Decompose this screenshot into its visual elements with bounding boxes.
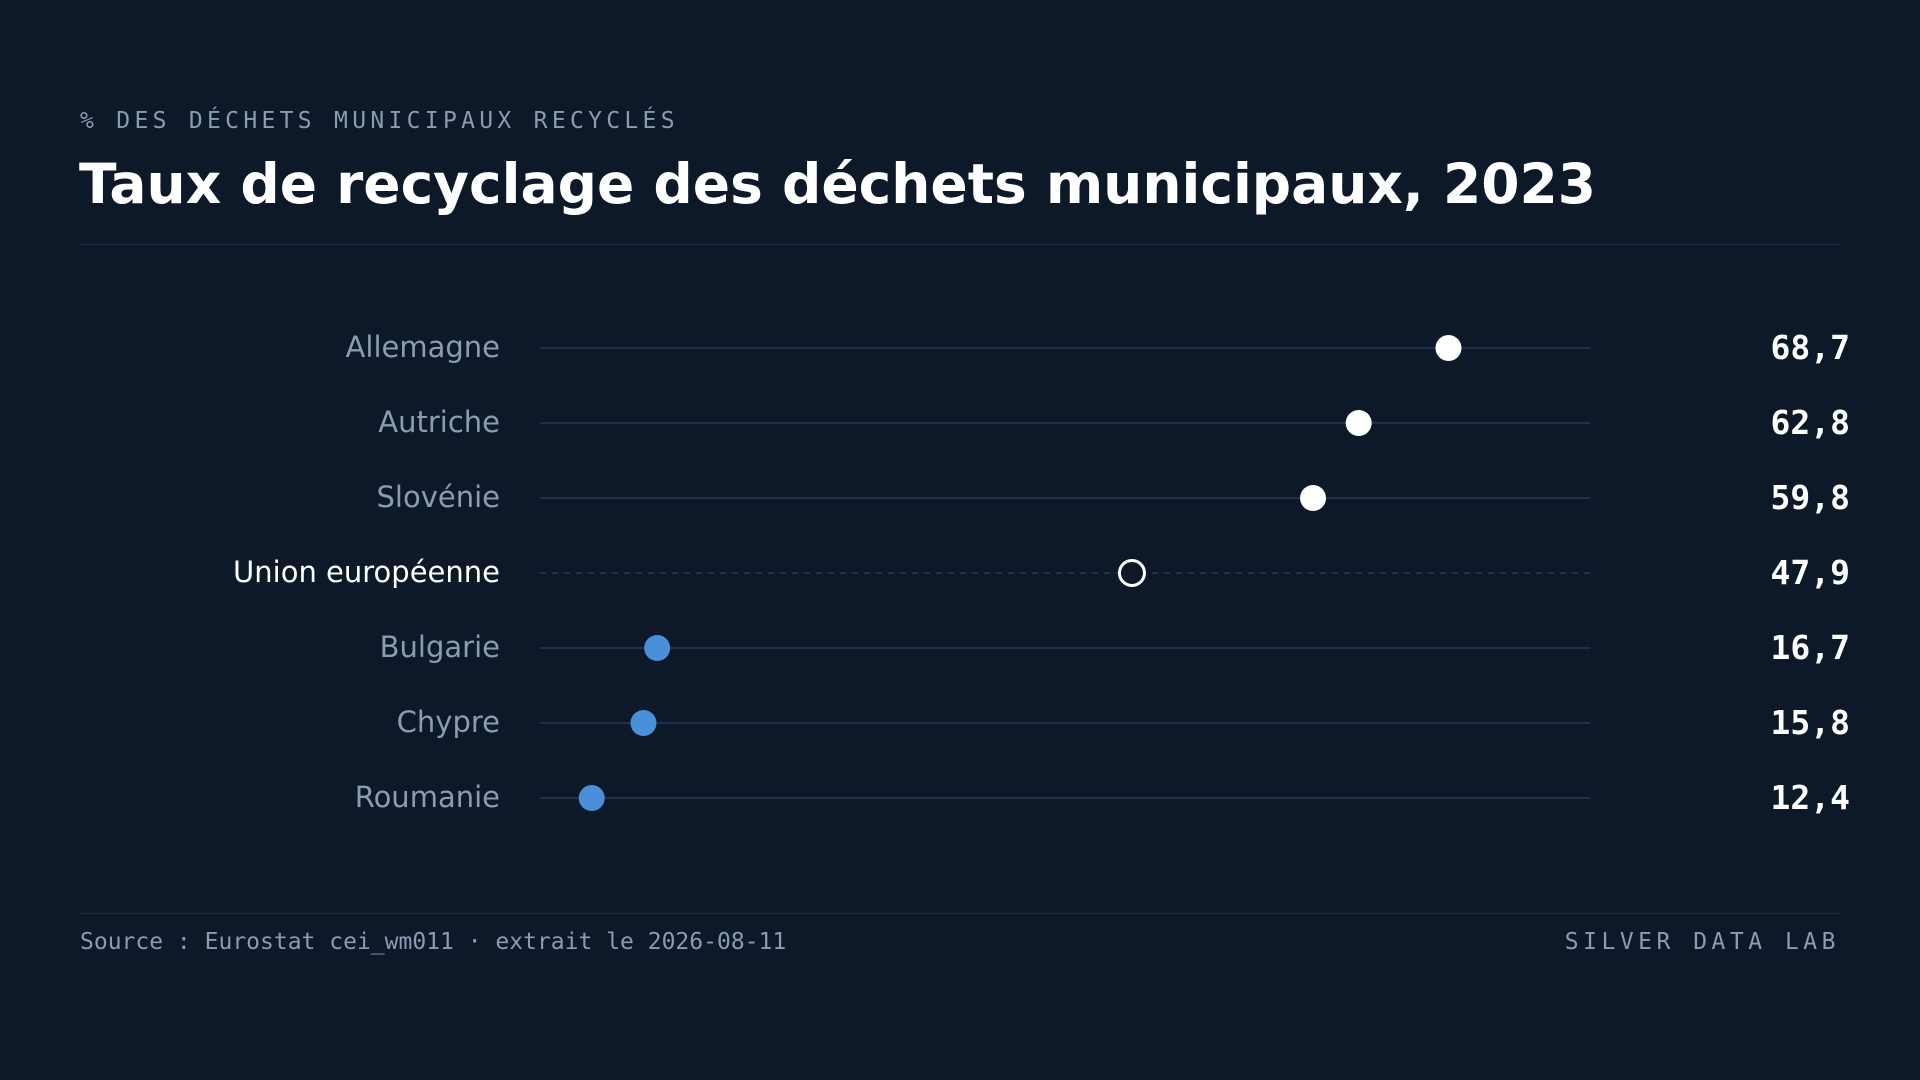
data-point <box>1300 485 1327 511</box>
chart-title: Taux de recyclage des déchets municipaux… <box>79 152 1597 216</box>
footer-divider <box>80 913 1840 914</box>
value-label: 15,8 <box>1771 703 1850 742</box>
reference-point <box>1117 559 1146 587</box>
category-label: Union européenne <box>233 555 500 589</box>
category-label: Chypre <box>397 705 500 739</box>
chart-subtitle: % DES DÉCHETS MUNICIPAUX RECYCLÉS <box>80 108 679 134</box>
data-point <box>644 635 671 661</box>
value-label: 59,8 <box>1771 478 1850 517</box>
category-label: Allemagne <box>346 330 500 364</box>
brand-label: SILVER DATA LAB <box>1564 929 1840 955</box>
value-label: 12,4 <box>1771 778 1850 817</box>
category-label: Roumanie <box>355 780 500 814</box>
category-label: Autriche <box>378 405 500 439</box>
category-label: Slovénie <box>377 480 501 514</box>
data-point <box>1345 410 1372 436</box>
data-point <box>1435 335 1462 361</box>
value-label: 68,7 <box>1771 328 1850 367</box>
source-note: Source : Eurostat cei_wm011 · extrait le… <box>80 929 787 955</box>
value-label: 16,7 <box>1771 628 1850 667</box>
value-label: 47,9 <box>1771 553 1850 592</box>
data-point <box>578 785 605 811</box>
header-divider <box>80 244 1840 245</box>
category-label: Bulgarie <box>380 630 500 664</box>
value-label: 62,8 <box>1771 403 1850 442</box>
data-point <box>630 710 657 736</box>
